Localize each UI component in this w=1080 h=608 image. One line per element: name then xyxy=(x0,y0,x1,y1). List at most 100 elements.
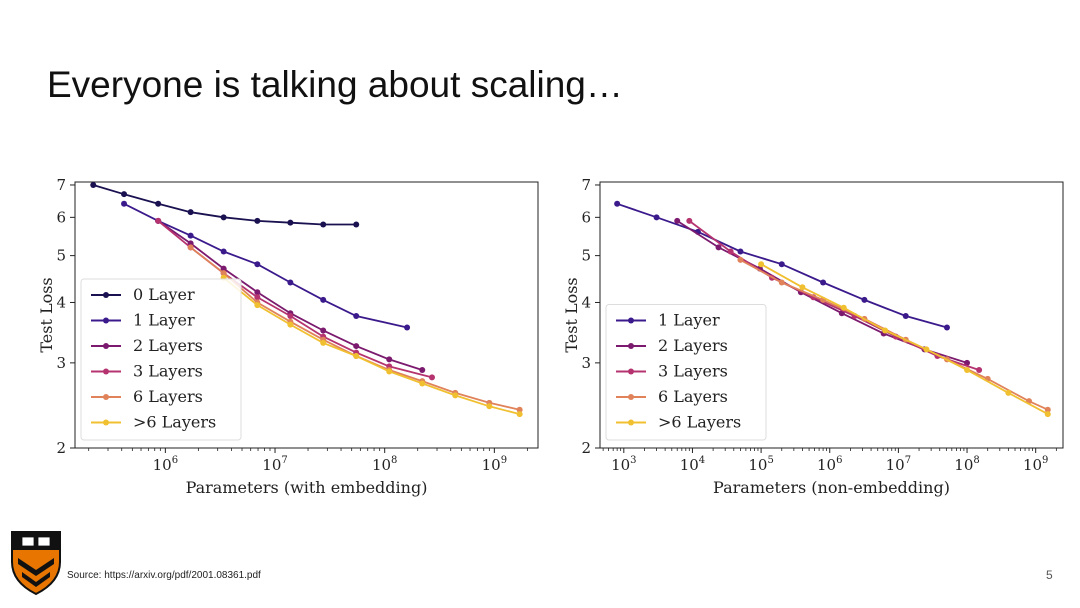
right-chart-data-point-1-layer xyxy=(861,296,868,303)
right-chart-data-point-6-layers xyxy=(1044,406,1051,413)
left-chart-plot-frame xyxy=(74,181,539,449)
left-chart-legend-marker xyxy=(103,368,109,375)
left-chart-data-point-1-layer xyxy=(287,279,294,286)
left-chart-data-point-1-layer xyxy=(254,261,261,268)
right-chart-y-tick-label: 2 xyxy=(581,439,591,457)
left-chart-data-point-3-layers xyxy=(428,374,435,381)
left-chart-data-point-6-layers xyxy=(187,244,194,251)
left-chart-data-point-0-layer xyxy=(121,191,128,198)
left-chart-data-point-3-layers xyxy=(254,294,261,301)
left-chart-y-tick-label: 6 xyxy=(56,208,66,226)
left-chart-data-point-2-layers xyxy=(386,356,393,363)
left-chart-legend-label: >6 Layers xyxy=(133,413,216,432)
left-chart-data-point-1-layer xyxy=(220,248,227,255)
right-chart-data-point-1-layer xyxy=(737,248,744,255)
left-chart-series-line-6-layers xyxy=(223,277,520,415)
right-chart-x-tick-label: 107 xyxy=(886,455,911,474)
left-chart-x-axis-label: Parameters (with embedding) xyxy=(186,478,428,497)
right-chart-y-axis-label: Test Loss xyxy=(562,277,581,352)
right-chart-data-point-6-layers xyxy=(799,284,806,291)
right-chart-series-line-6-layers xyxy=(760,263,1049,415)
right-chart-data-point-3-layers xyxy=(727,248,734,255)
left-chart-x-tick-label: 109 xyxy=(482,455,507,474)
right-chart-data-point-1-layer xyxy=(820,279,827,286)
right-chart-x-tick-label: 105 xyxy=(748,455,773,474)
left-chart-data-point-6-layers xyxy=(287,321,294,328)
right-chart-data-point-2-layers xyxy=(964,359,971,366)
right-chart-legend-marker xyxy=(628,394,634,400)
right-chart-data-point-3-layers xyxy=(686,217,693,224)
right-chart-data-point-6-layers xyxy=(964,366,971,373)
left-chart-legend-marker xyxy=(103,343,109,349)
left-chart-legend xyxy=(80,278,242,441)
left-chart-data-point-1-layer xyxy=(187,232,194,239)
left-chart-x-tick-label: 106 xyxy=(153,455,178,474)
chart-left: 106 107 108 109 2 3 4 5 6 7 Parameters (with embed… xyxy=(37,176,539,497)
right-chart-data-point-1-layer xyxy=(902,313,909,320)
left-chart-y-tick-label: 7 xyxy=(56,176,66,194)
left-chart-data-point-0-layer xyxy=(90,181,97,188)
left-chart-data-point-0-layer xyxy=(187,209,194,216)
right-chart-data-point-3-layers xyxy=(976,366,983,373)
left-chart-legend-label: 0 Layer xyxy=(133,285,195,304)
left-chart-legend-label: 2 Layers xyxy=(133,336,203,355)
left-chart-legend-marker xyxy=(103,394,109,400)
left-chart-legend-label: 3 Layers xyxy=(133,362,203,381)
right-chart-legend-label: >6 Layers xyxy=(658,413,741,432)
right-chart-x-tick-label: 108 xyxy=(954,455,979,474)
left-chart-data-point-2-layers xyxy=(419,366,426,373)
left-chart-y-tick-label: 2 xyxy=(56,439,66,457)
right-chart-x-tick-label: 104 xyxy=(680,455,705,474)
left-chart-data-point-2-layers xyxy=(353,343,360,350)
right-chart-legend-marker xyxy=(628,317,634,324)
right-chart-data-point-6-layers xyxy=(758,261,765,268)
right-chart-data-point-6-layers xyxy=(737,256,744,263)
right-chart-legend-label: 3 Layers xyxy=(658,362,728,381)
left-chart-data-point-0-layer xyxy=(287,219,294,226)
right-chart-y-tick-label: 7 xyxy=(581,176,591,194)
left-chart-legend-marker xyxy=(103,419,109,426)
right-chart-legend-label: 2 Layers xyxy=(658,336,728,355)
right-chart-y-tick-label: 3 xyxy=(581,354,591,372)
left-chart-y-tick-label: 5 xyxy=(56,247,66,265)
left-chart-data-point-3-layers xyxy=(287,313,294,320)
left-chart-data-point-1-layer xyxy=(121,200,128,207)
right-chart-y-tick-label: 4 xyxy=(581,293,591,311)
right-chart-legend-label: 6 Layers xyxy=(658,387,728,406)
left-chart-data-point-2-layers xyxy=(254,289,261,296)
right-chart-legend-marker xyxy=(628,419,634,426)
right-chart-data-point-6-layers xyxy=(1044,411,1051,418)
left-chart-data-point-6-layers xyxy=(320,339,327,346)
left-chart-data-point-6-layers xyxy=(386,368,393,375)
left-chart-y-tick-label: 3 xyxy=(56,354,66,372)
right-chart-data-point-6-layers xyxy=(882,327,889,334)
left-chart-data-point-0-layer xyxy=(220,214,227,221)
right-chart-data-point-6-layers xyxy=(778,279,785,286)
right-chart-data-point-6-layers xyxy=(840,304,847,311)
left-chart-data-point-0-layer xyxy=(353,221,360,228)
left-chart-data-point-6-layers xyxy=(254,302,261,309)
left-chart-legend-label: 1 Layer xyxy=(133,311,195,330)
right-chart-x-axis-label: Parameters (non-embedding) xyxy=(713,478,950,497)
left-chart-y-tick-label: 4 xyxy=(56,293,66,311)
right-chart-x-tick-label: 103 xyxy=(611,455,636,474)
page-number: 5 xyxy=(1046,568,1053,582)
slide-title: Everyone is talking about scaling… xyxy=(47,64,623,105)
left-chart-legend-marker xyxy=(103,317,109,324)
right-chart-legend-label: 1 Layer xyxy=(658,311,720,330)
right-chart-data-point-1-layer xyxy=(653,214,660,221)
right-chart-data-point-1-layer xyxy=(943,324,950,331)
right-chart-x-tick-label: 109 xyxy=(1023,455,1048,474)
right-chart-legend-marker xyxy=(628,343,634,349)
right-chart-legend-marker xyxy=(628,368,634,375)
left-chart-data-point-6-layers xyxy=(516,406,523,413)
left-chart-data-point-6-layers xyxy=(516,411,523,418)
right-chart-data-point-1-layer xyxy=(778,261,785,268)
right-chart-y-tick-label: 5 xyxy=(581,247,591,265)
right-chart-data-point-1-layer xyxy=(614,200,621,207)
left-chart-data-point-6-layers xyxy=(220,270,227,277)
princeton-shield-icon xyxy=(11,531,61,596)
left-chart-data-point-2-layers xyxy=(320,327,327,334)
left-chart-data-point-6-layers xyxy=(419,380,426,387)
left-chart-data-point-0-layer xyxy=(320,221,327,228)
